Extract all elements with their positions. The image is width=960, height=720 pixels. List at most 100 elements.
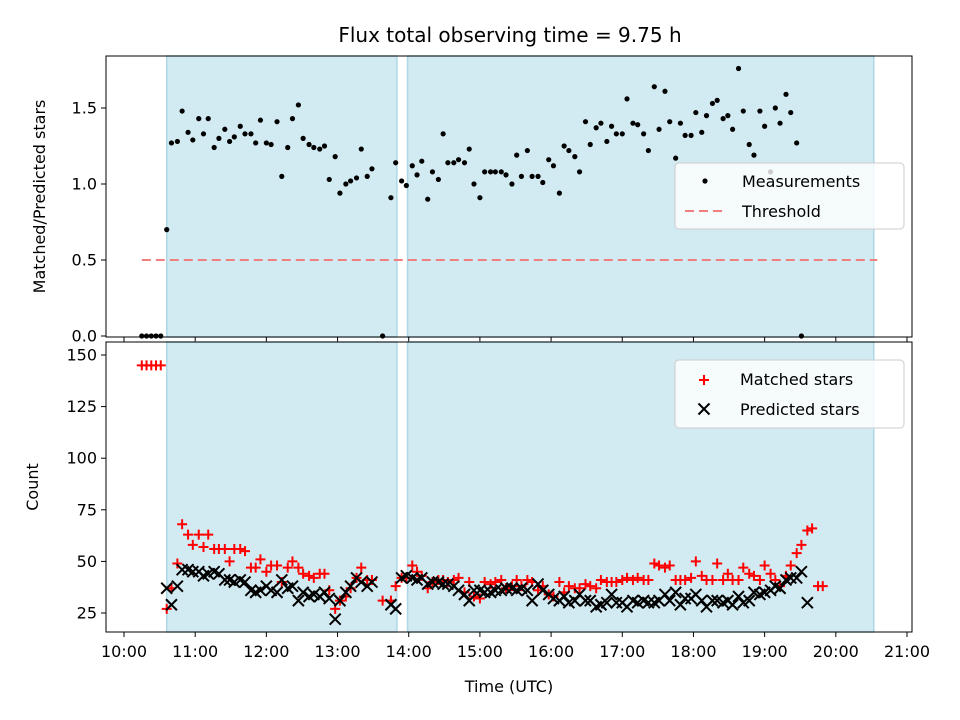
measurement-point bbox=[253, 140, 259, 146]
measurement-point bbox=[730, 126, 736, 132]
predicted-star-point bbox=[743, 594, 756, 607]
measurement-point bbox=[216, 135, 222, 141]
measurement-point bbox=[274, 119, 280, 125]
predicted-star-point bbox=[795, 565, 808, 578]
measurement-point bbox=[630, 120, 636, 126]
matched-star-point bbox=[791, 548, 802, 559]
matched-star-point bbox=[712, 558, 723, 569]
predicted-star-point bbox=[238, 575, 252, 589]
measurement-point bbox=[466, 146, 472, 152]
predicted-star-point bbox=[663, 594, 676, 607]
x-tick-label: 20:00 bbox=[813, 642, 859, 661]
predicted-star-point bbox=[536, 584, 549, 597]
matched-star-point bbox=[261, 566, 272, 577]
predicted-star-point bbox=[318, 586, 331, 599]
top-axes-frame bbox=[105, 55, 913, 338]
measurement-point bbox=[168, 140, 175, 146]
measurement-point bbox=[164, 227, 170, 233]
count-points bbox=[136, 360, 828, 626]
predicted-star-point bbox=[436, 577, 450, 591]
x-tick-label: 14:00 bbox=[386, 642, 432, 661]
measurement-point bbox=[347, 178, 354, 184]
measurement-point bbox=[393, 160, 399, 166]
matched-star-point bbox=[622, 572, 633, 583]
matched-star-point bbox=[356, 562, 367, 573]
matched-star-point bbox=[155, 360, 166, 371]
matched-star-point bbox=[690, 556, 701, 567]
measurement-point bbox=[419, 158, 425, 164]
legend-marker-matched bbox=[699, 375, 709, 385]
measurement-point bbox=[477, 195, 483, 201]
measurement-point bbox=[641, 131, 647, 137]
matched-star-point bbox=[183, 529, 194, 540]
matched-star-point bbox=[664, 560, 675, 571]
measurement-point bbox=[529, 173, 535, 179]
predicted-star-point bbox=[790, 571, 803, 585]
y-tick-label: 100 bbox=[66, 449, 97, 468]
top-panel: 0.0 0.5 1.0 1.5 Matched/Predicted stars Mea… bbox=[30, 55, 913, 346]
measurement-point bbox=[425, 196, 431, 202]
measurement-point bbox=[455, 157, 462, 163]
matched-star-point bbox=[193, 529, 204, 540]
x-tick-label: 19:00 bbox=[742, 642, 788, 661]
matched-star-point bbox=[733, 574, 744, 585]
measurement-point bbox=[498, 169, 504, 175]
chart-title: Flux total observing time = 9.75 h bbox=[338, 23, 681, 47]
matched-star-point bbox=[617, 574, 628, 585]
matched-star-point bbox=[172, 558, 183, 569]
predicted-star-point bbox=[286, 579, 299, 593]
predicted-star-point bbox=[658, 588, 672, 601]
y-tick-label: 1.5 bbox=[72, 99, 97, 118]
matched-star-point bbox=[802, 525, 813, 536]
top-shaded-intervals bbox=[165, 55, 875, 338]
predicted-star-point bbox=[171, 579, 184, 593]
predicted-star-point bbox=[773, 582, 787, 595]
matched-star-point bbox=[580, 579, 591, 590]
measurement-point bbox=[300, 135, 306, 141]
measurement-point bbox=[576, 169, 583, 175]
matched-star-point bbox=[407, 560, 418, 571]
matched-star-point bbox=[649, 558, 660, 569]
measurement-point bbox=[353, 175, 360, 181]
measurement-point bbox=[587, 141, 593, 148]
matched-star-point bbox=[203, 529, 214, 540]
matched-star-point bbox=[448, 574, 459, 585]
matched-star-point bbox=[554, 577, 565, 588]
top-y-axis-label: Matched/Predicted stars bbox=[30, 100, 49, 294]
matched-star-point bbox=[235, 544, 246, 555]
measurement-point bbox=[751, 152, 757, 158]
matched-star-point bbox=[595, 574, 606, 585]
matched-star-point bbox=[319, 568, 330, 579]
predicted-star-point bbox=[521, 584, 534, 597]
matched-star-point bbox=[255, 554, 266, 565]
matched-star-point bbox=[219, 544, 230, 555]
measurement-point bbox=[582, 119, 589, 125]
matched-star-point bbox=[654, 560, 665, 571]
measurement-point bbox=[699, 129, 705, 135]
measurement-point bbox=[777, 120, 783, 126]
measurement-point bbox=[667, 119, 673, 125]
matched-star-point bbox=[298, 568, 309, 579]
matched-star-point bbox=[627, 574, 638, 585]
predicted-star-point bbox=[355, 575, 368, 589]
measurement-point bbox=[561, 143, 567, 149]
measurement-point bbox=[757, 108, 763, 114]
bottom-legend: Matched stars Predicted stars bbox=[674, 359, 905, 429]
predicted-star-point bbox=[452, 584, 465, 597]
legend-label-measurements: Measurements bbox=[742, 172, 860, 191]
predicted-star-point bbox=[344, 579, 357, 593]
measurement-point bbox=[482, 169, 488, 175]
bottom-y-ticks: 25 50 75 100 125 150 bbox=[66, 346, 106, 623]
matched-star-point bbox=[722, 568, 733, 579]
measurement-point bbox=[399, 178, 405, 184]
measurement-point bbox=[185, 129, 191, 135]
measurement-point bbox=[703, 113, 710, 119]
matched-star-point bbox=[224, 556, 235, 567]
bottom-axes-frame bbox=[105, 341, 913, 633]
matched-star-point bbox=[796, 539, 807, 550]
matched-star-point bbox=[785, 560, 796, 571]
measurement-point bbox=[714, 97, 720, 103]
measurement-point bbox=[566, 147, 572, 154]
measurement-point bbox=[153, 333, 159, 339]
